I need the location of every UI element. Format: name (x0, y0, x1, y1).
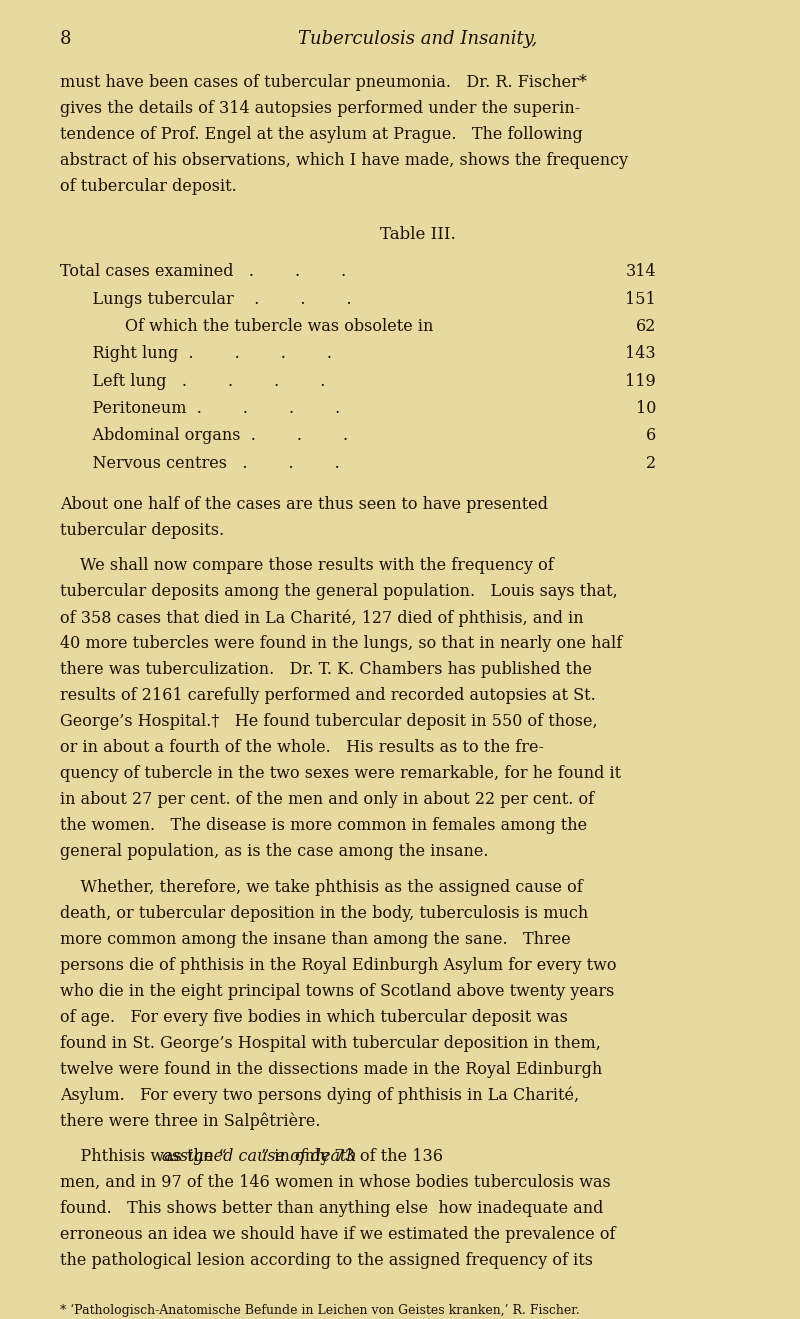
Text: * ‘Pathologisch-Anatomische Befunde in Leichen von Geistes kranken,’ R. Fischer.: * ‘Pathologisch-Anatomische Befunde in L… (60, 1304, 580, 1318)
Text: 143: 143 (626, 346, 656, 363)
Text: abstract of his observations, which I have made, shows the frequency: abstract of his observations, which I ha… (60, 153, 628, 169)
Text: Tuberculosis and Insanity,: Tuberculosis and Insanity, (298, 29, 538, 47)
Text: Table III.: Table III. (380, 226, 456, 243)
Text: 314: 314 (626, 264, 656, 281)
Text: Nervous centres   .        .        .: Nervous centres . . . (72, 455, 340, 472)
Text: in about 27 per cent. of the men and only in about 22 per cent. of: in about 27 per cent. of the men and onl… (60, 791, 594, 809)
Text: persons die of phthisis in the Royal Edinburgh Asylum for every two: persons die of phthisis in the Royal Edi… (60, 956, 617, 973)
Text: 8: 8 (60, 29, 71, 47)
Text: 151: 151 (626, 290, 656, 307)
Text: tubercular deposits among the general population.   Louis says that,: tubercular deposits among the general po… (60, 583, 618, 600)
Text: must have been cases of tubercular pneumonia.   Dr. R. Fischer*: must have been cases of tubercular pneum… (60, 74, 587, 91)
Text: there were three in Salpêtrière.: there were three in Salpêtrière. (60, 1113, 321, 1130)
Text: general population, as is the case among the insane.: general population, as is the case among… (60, 843, 489, 860)
Text: Abdominal organs  .        .        .: Abdominal organs . . . (72, 427, 348, 445)
Text: tubercular deposits.: tubercular deposits. (60, 522, 224, 539)
Text: tendence of Prof. Engel at the asylum at Prague.   The following: tendence of Prof. Engel at the asylum at… (60, 127, 582, 144)
Text: of age.   For every five bodies in which tubercular deposit was: of age. For every five bodies in which t… (60, 1009, 568, 1026)
Text: Whether, therefore, we take phthisis as the assigned cause of: Whether, therefore, we take phthisis as … (60, 878, 582, 896)
Text: Asylum.   For every two persons dying of phthisis in La Charité,: Asylum. For every two persons dying of p… (60, 1087, 579, 1104)
Text: there was tuberculization.   Dr. T. K. Chambers has published the: there was tuberculization. Dr. T. K. Cha… (60, 661, 592, 678)
Text: gives the details of 314 autopsies performed under the superin-: gives the details of 314 autopsies perfo… (60, 100, 580, 117)
Text: found in St. George’s Hospital with tubercular deposition in them,: found in St. George’s Hospital with tube… (60, 1035, 601, 1051)
Text: more common among the insane than among the sane.   Three: more common among the insane than among … (60, 931, 570, 948)
Text: found.   This shows better than anything else  how inadequate and: found. This shows better than anything e… (60, 1200, 603, 1217)
Text: death, or tubercular deposition in the body, tuberculosis is much: death, or tubercular deposition in the b… (60, 905, 588, 922)
Text: the pathological lesion according to the assigned frequency of its: the pathological lesion according to the… (60, 1252, 593, 1269)
Text: George’s Hospital.†   He found tubercular deposit in 550 of those,: George’s Hospital.† He found tubercular … (60, 714, 598, 731)
Text: 119: 119 (626, 373, 656, 389)
Text: twelve were found in the dissections made in the Royal Edinburgh: twelve were found in the dissections mad… (60, 1060, 602, 1078)
Text: 6: 6 (646, 427, 656, 445)
Text: results of 2161 carefully performed and recorded autopsies at St.: results of 2161 carefully performed and … (60, 687, 596, 704)
Text: Of which the tubercle was obsolete in: Of which the tubercle was obsolete in (84, 318, 434, 335)
Text: assigned cause of death: assigned cause of death (162, 1149, 357, 1165)
Text: of tubercular deposit.: of tubercular deposit. (60, 178, 237, 195)
Text: We shall now compare those results with the frequency of: We shall now compare those results with … (80, 558, 554, 575)
Text: or in about a fourth of the whole.   His results as to the fre-: or in about a fourth of the whole. His r… (60, 740, 544, 756)
Text: 2: 2 (646, 455, 656, 472)
Text: Total cases examined   .        .        .: Total cases examined . . . (60, 264, 346, 281)
Text: who die in the eight principal towns of Scotland above twenty years: who die in the eight principal towns of … (60, 983, 614, 1000)
Text: Phthisis was the “: Phthisis was the “ (60, 1149, 232, 1165)
Text: quency of tubercle in the two sexes were remarkable, for he found it: quency of tubercle in the two sexes were… (60, 765, 621, 782)
Text: Left lung   .        .        .        .: Left lung . . . . (72, 373, 326, 389)
Text: About one half of the cases are thus seen to have presented: About one half of the cases are thus see… (60, 496, 548, 513)
Text: Right lung  .        .        .        .: Right lung . . . . (72, 346, 332, 363)
Text: the women.   The disease is more common in females among the: the women. The disease is more common in… (60, 818, 587, 835)
Text: 62: 62 (636, 318, 656, 335)
Text: erroneous an idea we should have if we estimated the prevalence of: erroneous an idea we should have if we e… (60, 1227, 615, 1244)
Text: men, and in 97 of the 146 women in whose bodies tuberculosis was: men, and in 97 of the 146 women in whose… (60, 1174, 610, 1191)
Text: of 358 cases that died in La Charité, 127 died of phthisis, and in: of 358 cases that died in La Charité, 12… (60, 609, 584, 627)
Text: Peritoneum  .        .        .        .: Peritoneum . . . . (72, 400, 340, 417)
Text: ” in only 73 of the 136: ” in only 73 of the 136 (256, 1149, 443, 1165)
Text: 10: 10 (636, 400, 656, 417)
Text: 40 more tubercles were found in the lungs, so that in nearly one half: 40 more tubercles were found in the lung… (60, 636, 622, 653)
Text: Lungs tubercular    .        .        .: Lungs tubercular . . . (72, 290, 352, 307)
